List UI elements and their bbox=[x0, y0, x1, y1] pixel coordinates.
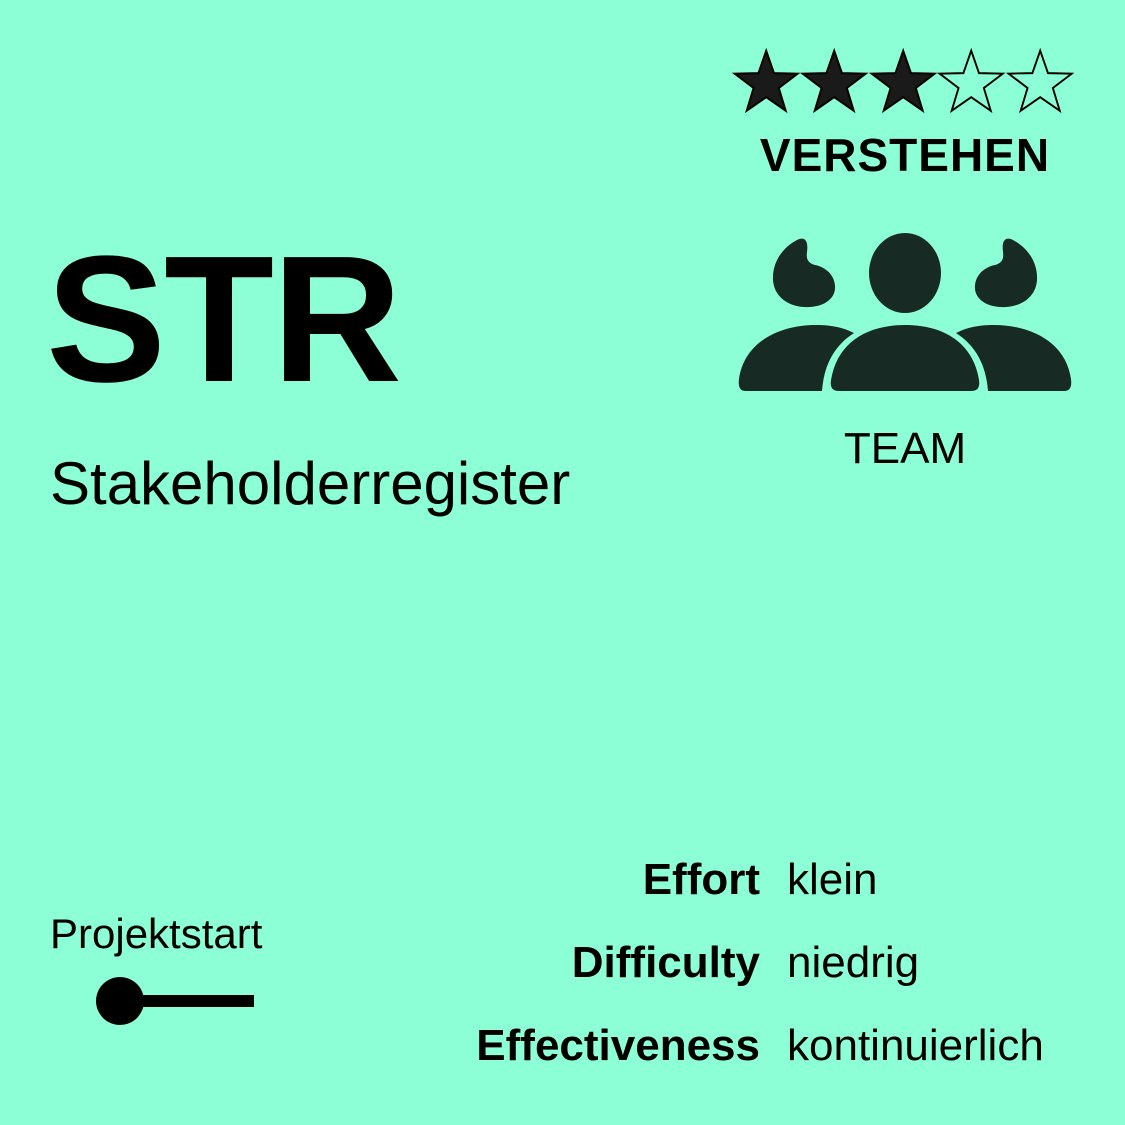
team-center-body bbox=[830, 325, 980, 391]
metric-row-effectiveness: Effectiveness kontinuierlich bbox=[380, 1021, 1100, 1081]
metric-label: Effort bbox=[642, 855, 760, 904]
team-left-head bbox=[772, 238, 836, 308]
team-center-head bbox=[869, 233, 941, 313]
metric-label: Difficulty bbox=[571, 938, 760, 987]
team-right-body bbox=[956, 325, 1072, 391]
metric-value: niedrig bbox=[787, 938, 920, 987]
star-empty-icon bbox=[937, 47, 1006, 114]
metric-row-difficulty: Difficulty niedrig bbox=[380, 938, 1100, 998]
team-left-body bbox=[738, 325, 854, 391]
phase-label: Projektstart bbox=[50, 910, 263, 957]
metric-value: klein bbox=[787, 855, 878, 904]
star-rating bbox=[732, 44, 1075, 120]
metric-label: Effectiveness bbox=[476, 1021, 760, 1070]
timeline-start-icon bbox=[96, 977, 254, 1025]
audience-label: TEAM bbox=[843, 424, 967, 473]
star-filled-icon bbox=[800, 47, 869, 114]
star-empty-icon bbox=[1005, 47, 1075, 114]
star-filled-icon bbox=[732, 47, 801, 114]
level-label: VERSTEHEN bbox=[759, 129, 1051, 181]
method-code: STR bbox=[46, 219, 402, 420]
team-right-head bbox=[974, 238, 1038, 308]
metric-value: kontinuierlich bbox=[787, 1021, 1044, 1070]
team-icon bbox=[738, 233, 1072, 391]
metric-row-effort: Effort klein bbox=[380, 855, 1100, 915]
star-filled-icon bbox=[868, 47, 938, 114]
method-name: Stakeholderregister bbox=[50, 450, 571, 517]
